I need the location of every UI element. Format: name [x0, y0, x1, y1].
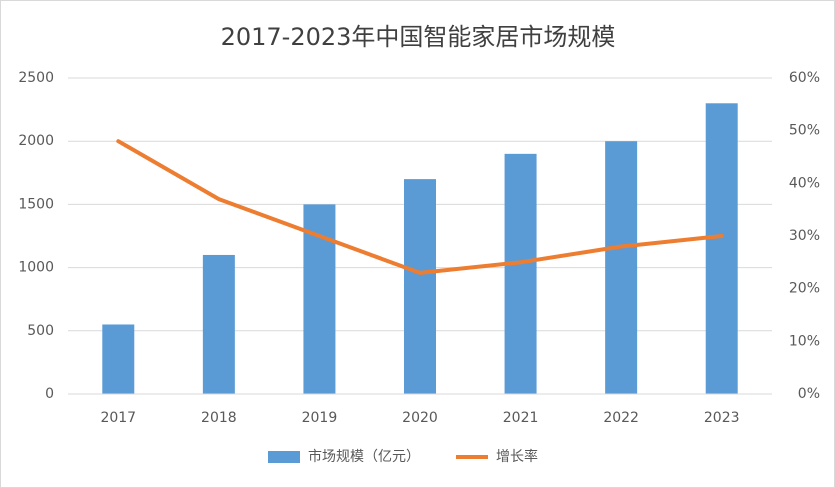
y2-tick-label: 0%: [798, 386, 820, 402]
x-tick-label: 2021: [503, 410, 539, 426]
x-tick-label: 2023: [704, 410, 740, 426]
y-tick-label: 1500: [18, 196, 54, 212]
x-tick-label: 2017: [100, 410, 136, 426]
legend-label: 市场规模（亿元）: [308, 448, 420, 465]
y2-tick-label: 40%: [789, 175, 820, 191]
line: [116, 139, 724, 275]
chart-title: 2017-2023年中国智能家居市场规模: [221, 23, 616, 51]
y2-tick-label: 30%: [789, 228, 820, 244]
x-tick-label: 2018: [201, 410, 237, 426]
y-tick-label: 1000: [18, 260, 54, 276]
y-tick-label: 2000: [18, 133, 54, 149]
legend-swatch: [268, 451, 300, 463]
bar: [404, 179, 436, 394]
bar: [705, 103, 738, 394]
x-tick-label: 2019: [302, 410, 338, 426]
y-tick-label: 2500: [18, 70, 54, 86]
x-tick-label: 2020: [402, 410, 438, 426]
bar: [102, 324, 135, 394]
bar: [605, 141, 638, 394]
y2-tick-label: 60%: [789, 70, 820, 86]
bar: [202, 254, 235, 394]
legend-label: 增长率: [496, 448, 538, 465]
x-tick-label: 2022: [603, 410, 639, 426]
y-tick-label: 0: [45, 386, 54, 402]
bar: [504, 153, 537, 394]
y2-tick-label: 10%: [789, 333, 820, 349]
y2-tick-label: 50%: [789, 123, 820, 139]
y2-tick-label: 20%: [789, 281, 820, 297]
y-tick-label: 500: [27, 323, 54, 339]
